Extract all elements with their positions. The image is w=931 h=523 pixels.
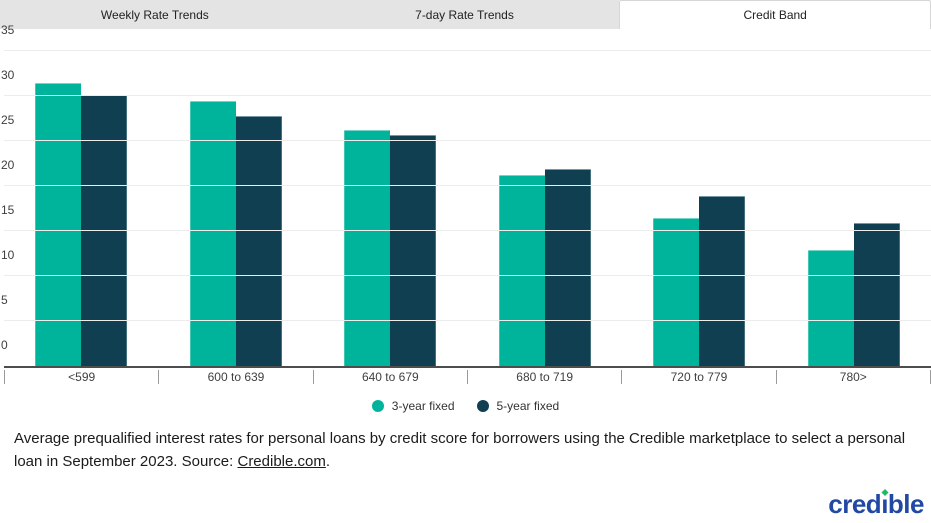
y-axis-tick-label-15: 15: [1, 203, 15, 217]
chart-caption: Average prequalified interest rates for …: [14, 428, 919, 473]
caption-text: Average prequalified interest rates for …: [14, 430, 906, 470]
bar-chart-plot-area: 0 5 10 15 20 25 30 35: [1, 23, 931, 368]
legend-label: 5-year fixed: [496, 399, 560, 413]
bar-group-2: [159, 51, 314, 366]
chart-legend: 3-year fixed 5-year fixed: [0, 398, 931, 414]
x-axis-label-3: 640 to 679: [314, 370, 468, 384]
bar-group-1: [4, 51, 159, 366]
gridline-35: [4, 50, 931, 51]
y-axis-tick-label-10: 10: [1, 248, 15, 262]
bar-5-year-fixed-3: [390, 134, 437, 366]
logo-text-end: ble: [887, 489, 925, 519]
x-axis-labels: <599 600 to 639 640 to 679 680 to 719 720 to…: [4, 370, 931, 386]
legend-swatch-icon: [371, 400, 384, 412]
tab-7-day-rate-trends[interactable]: 7-day Rate Trends: [309, 0, 620, 29]
tab-weekly-rate-trends[interactable]: Weekly Rate Trends: [0, 0, 310, 29]
logo-dotless-i: ı: [881, 489, 888, 519]
bar-group-3: [313, 51, 468, 366]
tab-bar: Weekly Rate Trends 7-day Rate Trends Cre…: [0, 0, 931, 29]
bar-groups: [4, 51, 931, 366]
y-axis-tick-label-35: 35: [1, 23, 15, 37]
x-axis-label-6: 780>: [777, 370, 931, 384]
bar-3-year-fixed-1: [35, 83, 82, 366]
legend-item-5-year-fixed: 5-year fixed: [476, 399, 560, 413]
gridline-5: [4, 320, 931, 321]
y-axis-tick-label-5: 5: [1, 293, 8, 307]
gridline-15: [4, 230, 931, 231]
logo-text-start: cred: [828, 489, 882, 519]
gridline-10: [4, 275, 931, 276]
bar-5-year-fixed-5: [699, 195, 746, 366]
logo-letter-i: ı: [881, 488, 888, 520]
bar-5-year-fixed-6: [853, 222, 900, 366]
bar-3-year-fixed-5: [653, 217, 700, 366]
bar-3-year-fixed-6: [807, 249, 854, 366]
y-axis-tick-label-0: 0: [1, 338, 8, 352]
bar-group-4: [468, 51, 623, 366]
gridline-20: [4, 185, 931, 186]
bar-group-6: [777, 51, 931, 366]
tab-credit-band[interactable]: Credit Band: [619, 0, 931, 29]
gridline-25: [4, 140, 931, 141]
caption-period: .: [325, 452, 331, 470]
credible-logo: credı ble: [828, 488, 925, 520]
gridline-30: [4, 95, 931, 96]
legend-swatch-icon: [476, 400, 489, 412]
bar-3-year-fixed-3: [344, 130, 391, 366]
bar-3-year-fixed-4: [498, 175, 545, 366]
y-axis-tick-label-20: 20: [1, 158, 15, 172]
x-axis-label-4: 680 to 719: [468, 370, 623, 384]
bar-3-year-fixed-2: [189, 101, 236, 366]
x-axis-label-5: 720 to 779: [622, 370, 777, 384]
bar-5-year-fixed-4: [544, 168, 591, 366]
x-axis-label-1: <599: [4, 370, 160, 384]
credible-com-link[interactable]: Credible.com: [237, 452, 326, 470]
legend-label: 3-year fixed: [391, 399, 455, 413]
bar-group-5: [622, 51, 777, 366]
x-axis-label-2: 600 to 639: [159, 370, 314, 384]
y-axis-tick-label-30: 30: [1, 68, 15, 82]
legend-item-3-year-fixed: 3-year fixed: [371, 399, 455, 413]
bar-5-year-fixed-2: [235, 115, 282, 366]
y-axis-tick-label-25: 25: [1, 113, 15, 127]
